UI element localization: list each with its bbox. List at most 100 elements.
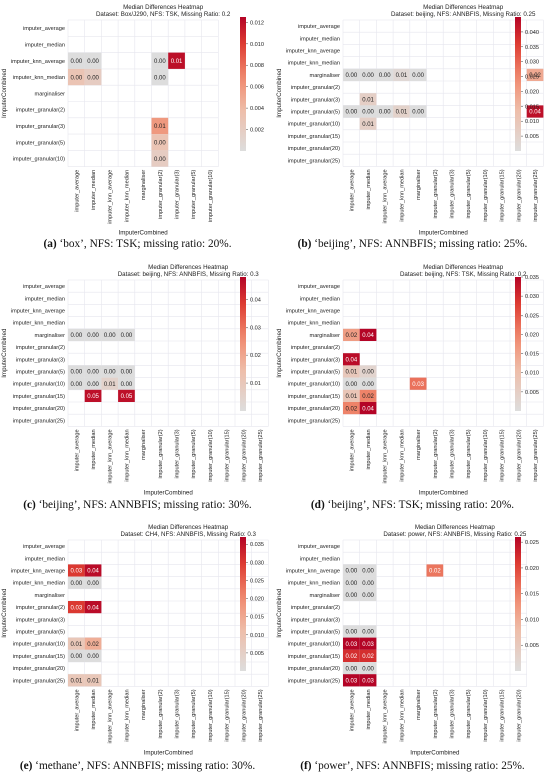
y-tick-label: imputer_knn_median xyxy=(288,61,340,67)
cell-label: 0.00 xyxy=(362,110,374,116)
cell-label: 0.02 xyxy=(346,406,358,412)
y-tick-label: imputer_knn_average xyxy=(286,569,340,575)
cell-label: 0.00 xyxy=(346,666,358,672)
heatmap-cell xyxy=(84,576,102,589)
y-axis-label: ImputerCombined xyxy=(276,328,283,378)
x-tick-label: imputer_granular(25) xyxy=(258,429,264,481)
colorbar-tick-label: 0.025 xyxy=(525,540,539,546)
cell-label: 0.00 xyxy=(87,75,99,81)
y-tick-label: imputer_granular(2) xyxy=(291,345,340,351)
cell-label: 0.00 xyxy=(346,630,358,636)
x-tick-label: marginaliser xyxy=(416,429,422,460)
y-tick-label: imputer_granular(25) xyxy=(288,158,340,164)
cell-label: 0.03 xyxy=(362,679,374,685)
heatmap-cell xyxy=(359,365,377,378)
x-tick-label: imputer_median xyxy=(91,170,97,210)
heatmap-cell xyxy=(151,117,169,135)
cell-label: 0.00 xyxy=(87,581,99,587)
chart-subtitle: Dataset: CH4, NFS: ANNBFIS, Missing Rati… xyxy=(120,531,256,538)
heatmap-cell xyxy=(426,564,444,577)
chart-subtitle: Dataset: beijing, NFS: ANNBFIS, Missing … xyxy=(118,271,260,278)
y-tick-label: marginaliser xyxy=(35,333,66,339)
plot-area xyxy=(68,20,219,167)
y-tick-label: imputer_granular(3) xyxy=(16,617,65,623)
x-tick-label: imputer_granular(15) xyxy=(225,689,231,741)
chart-subtitle: Dataset: beijing, NFS: ANNBFIS, Missing … xyxy=(391,11,536,18)
heatmap-cell xyxy=(343,68,360,81)
x-tick-label: imputer_granular(25) xyxy=(533,169,539,221)
figure-caption: (b) ‘beijing’, NFS: ANNBFIS; missing rat… xyxy=(275,238,550,250)
heatmap-cell xyxy=(84,328,102,341)
colorbar-tick-label: 0.010 xyxy=(525,617,539,623)
y-axis-label: ImputerCombined xyxy=(276,588,283,638)
y-tick-label: imputer_average xyxy=(298,24,340,30)
cell-label: 0.01 xyxy=(71,642,83,648)
cell-label: 0.00 xyxy=(362,581,374,587)
cell-label: 0.00 xyxy=(87,370,99,376)
colorbar-tick-label: 0.04 xyxy=(250,297,261,303)
y-tick-label: imputer_average xyxy=(298,284,340,290)
cell-label: 0.00 xyxy=(71,333,83,339)
heatmap-cell xyxy=(359,328,377,341)
chart-subtitle: Dataset: power, NFS: ANNBFIS, Missing Ra… xyxy=(383,531,527,538)
x-tick-label: imputer_knn_median xyxy=(399,689,405,741)
y-tick-label: imputer_granular(5) xyxy=(291,630,340,636)
figure-caption: (e) ‘methane’, NFS: ANNBFIS; missing rat… xyxy=(0,760,275,772)
caption-tag: (e) xyxy=(19,760,33,772)
cell-label: 0.00 xyxy=(346,73,358,79)
y-tick-label: imputer_knn_average xyxy=(286,309,340,315)
x-tick-label: imputer_granular(10) xyxy=(483,169,489,221)
heatmap-cell xyxy=(118,389,135,402)
x-tick-label: imputer_granular(15) xyxy=(225,429,231,481)
y-tick-label: imputer_median xyxy=(25,42,65,48)
x-tick-label: imputer_median xyxy=(91,429,97,469)
cell-label: 0.01 xyxy=(396,110,408,116)
colorbar xyxy=(515,277,521,411)
y-tick-label: marginaliser xyxy=(35,91,66,97)
cell-label: 0.00 xyxy=(362,630,374,636)
chart-subtitle: Dataset: beijing, NFS: TSK, Missing Rati… xyxy=(400,271,527,278)
y-tick-label: imputer_knn_median xyxy=(288,321,340,327)
x-tick-label: imputer_granular(5) xyxy=(191,689,197,738)
cell-label: 0.00 xyxy=(104,333,116,339)
chart-subtitle: Dataset: Box/J290, NFS: TSK, Missing Rat… xyxy=(96,11,231,18)
cell-label: 0.00 xyxy=(71,370,83,376)
x-tick-label: imputer_granular(10) xyxy=(483,689,489,741)
y-tick-label: imputer_granular(15) xyxy=(13,394,65,400)
cell-label: 0.02 xyxy=(346,654,358,660)
y-tick-label: imputer_granular(25) xyxy=(288,678,340,684)
x-tick-label: imputer_granular(10) xyxy=(208,689,214,741)
heatmap-cell xyxy=(118,377,135,390)
cell-label: 0.04 xyxy=(87,569,99,575)
figure-caption: (a) ‘box’, NFS: TSK; missing ratio: 20%. xyxy=(0,238,275,250)
cell-label: 0.01 xyxy=(71,679,83,685)
y-tick-label: imputer_median xyxy=(25,556,65,562)
y-tick-label: marginaliser xyxy=(35,593,66,599)
heatmap-cell xyxy=(68,649,85,662)
y-tick-label: imputer_granular(25) xyxy=(13,678,65,684)
cell-label: 0.04 xyxy=(529,110,541,116)
x-tick-label: imputer_average xyxy=(74,170,80,212)
y-tick-label: imputer_granular(25) xyxy=(288,418,340,424)
cell-label: 0.00 xyxy=(362,382,374,388)
colorbar xyxy=(240,17,246,151)
colorbar-tick-label: 0.020 xyxy=(525,332,539,338)
x-axis-label: ImputerCombined xyxy=(419,229,469,236)
y-tick-label: imputer_granular(20) xyxy=(288,146,340,152)
cell-label: 0.00 xyxy=(71,654,83,660)
colorbar-tick-label: 0.005 xyxy=(525,643,539,649)
y-axis-label: ImputerCombined xyxy=(276,68,283,118)
cell-label: 0.04 xyxy=(362,406,374,412)
heatmap-cell xyxy=(359,389,377,402)
heatmap-cell xyxy=(68,328,85,341)
cell-label: 0.00 xyxy=(362,666,374,672)
cell-label: 0.04 xyxy=(87,605,99,611)
heatmap-cell xyxy=(68,365,85,378)
x-tick-label: imputer_knn_median xyxy=(124,429,130,481)
cell-label: 0.00 xyxy=(121,370,133,376)
x-tick-label: imputer_granular(2) xyxy=(433,689,439,738)
heatmap-cell xyxy=(68,601,85,614)
heatmap-cell xyxy=(343,674,360,687)
y-tick-label: imputer_granular(3) xyxy=(291,617,340,623)
chart-title: Median Differences Heatmap xyxy=(123,4,204,11)
